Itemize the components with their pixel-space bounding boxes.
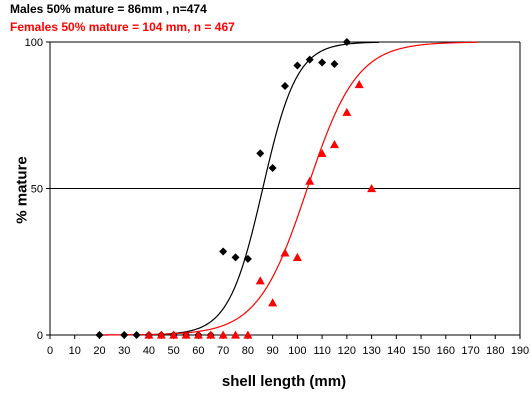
x-tick-label: 120 (338, 345, 356, 357)
x-tick-label: 60 (192, 345, 204, 357)
x-tick-label: 150 (412, 345, 430, 357)
x-axis-label: shell length (mm) (221, 373, 347, 390)
male-data-point (243, 254, 252, 263)
male-data-point (305, 55, 314, 64)
female-data-point (329, 140, 339, 149)
chart-title-males: Males 50% mature = 86mm , n=474 (10, 2, 207, 16)
chart-title-females: Females 50% mature = 104 mm, n = 467 (10, 20, 235, 34)
female-data-point (354, 79, 364, 89)
female-data-point (305, 176, 315, 185)
male-data-point (95, 331, 104, 339)
female-data-point (255, 276, 265, 285)
female-data-point (144, 330, 154, 339)
x-tick-label: 70 (217, 345, 229, 357)
x-tick-label: 50 (168, 345, 180, 357)
male-data-point (231, 253, 240, 262)
female-data-point (156, 330, 166, 339)
x-tick-label: 0 (47, 345, 53, 357)
x-tick-label: 30 (118, 345, 130, 357)
x-tick-label: 110 (313, 345, 331, 357)
x-tick-label: 90 (267, 345, 279, 357)
x-tick-label: 140 (387, 345, 405, 357)
female-data-point (280, 248, 290, 257)
male-data-point (342, 38, 351, 46)
x-tick-label: 170 (461, 345, 479, 357)
female-data-point (181, 330, 191, 339)
x-tick-label: 130 (362, 345, 380, 357)
female-data-point (169, 330, 179, 339)
male-data-point (256, 149, 265, 158)
female-data-point (292, 252, 302, 261)
x-tick-label: 10 (69, 345, 81, 357)
female-data-point (367, 184, 377, 193)
x-tick-label: 20 (93, 345, 105, 357)
female-data-point (193, 330, 203, 339)
male-data-point (318, 58, 327, 67)
male-data-point (120, 331, 129, 339)
male-data-point (219, 247, 228, 256)
male-data-point (281, 81, 289, 90)
male-data-point (293, 61, 302, 70)
x-tick-label: 190 (511, 345, 529, 357)
x-tick-label: 100 (288, 345, 306, 357)
female-data-point (317, 148, 327, 157)
male-data-point (330, 59, 339, 68)
x-tick-label: 160 (437, 345, 455, 357)
male-data-point (268, 163, 277, 172)
x-tick-label: 40 (143, 345, 155, 357)
female-data-point (231, 330, 241, 339)
female-data-point (268, 298, 278, 307)
y-axis-label: % mature (13, 156, 31, 224)
female-data-point (243, 330, 253, 339)
female-data-point (218, 330, 228, 339)
x-tick-label: 80 (242, 345, 254, 357)
x-tick-label: 180 (486, 345, 504, 357)
female-data-point (342, 107, 352, 116)
male-data-point (132, 331, 141, 339)
female-data-point (206, 330, 216, 339)
y-tick-label: 0 (37, 330, 43, 342)
y-tick-label: 50 (31, 184, 43, 196)
y-tick-label: 100 (25, 37, 43, 49)
